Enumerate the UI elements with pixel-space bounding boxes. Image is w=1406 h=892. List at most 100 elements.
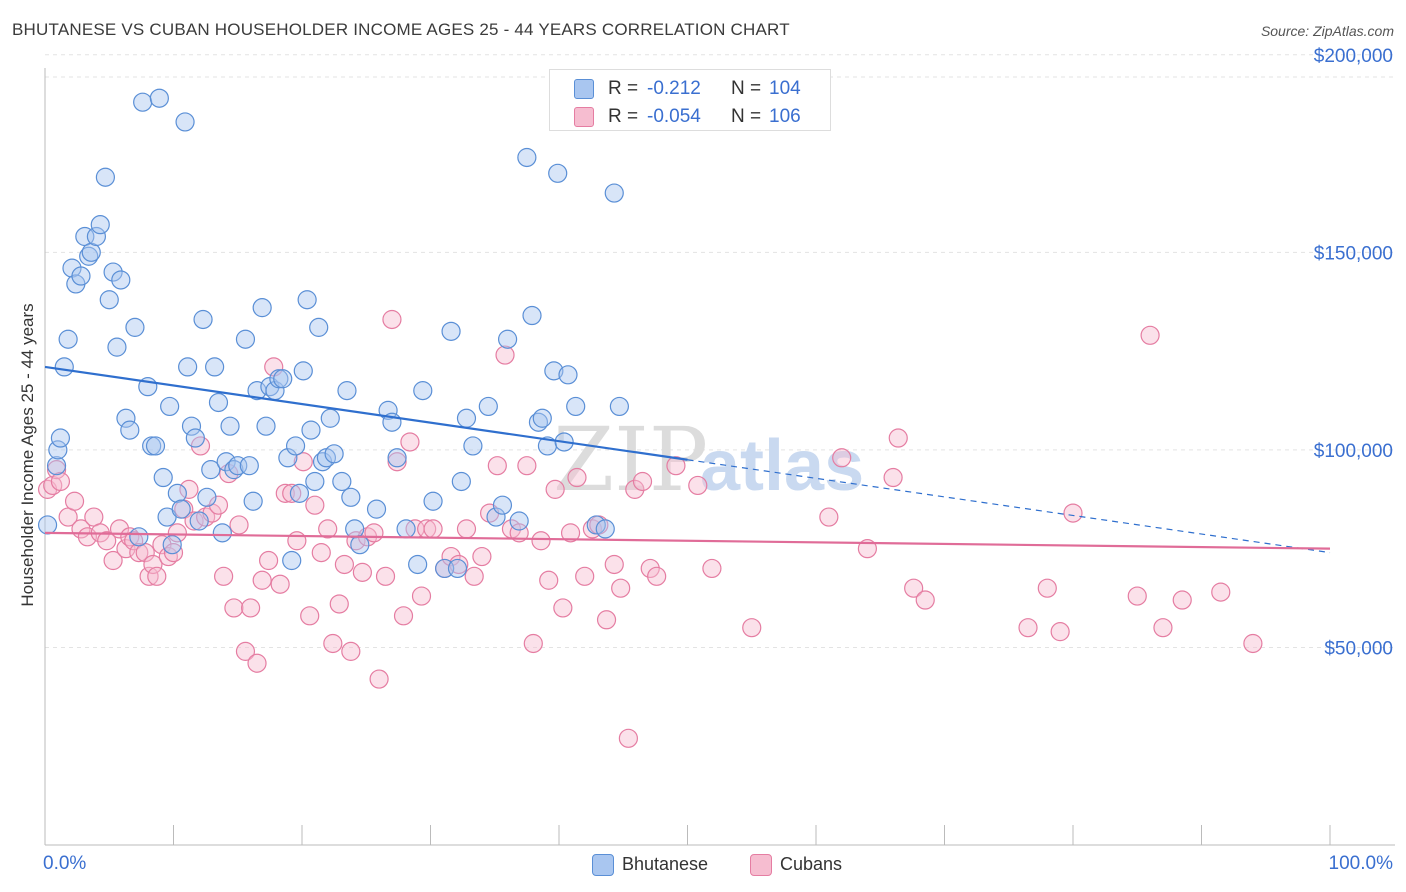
cubans-point: [596, 610, 617, 630]
cubans-point: [1063, 503, 1083, 523]
bhutanese-point: [189, 511, 209, 531]
bhutanese-point: [116, 408, 136, 428]
cubans-point: [523, 633, 543, 654]
cubans-point: [241, 598, 261, 618]
bhutanese-point: [309, 317, 329, 337]
cubans-point: [625, 479, 645, 499]
bhutanese-point: [609, 396, 629, 417]
cubans-point: [129, 543, 149, 563]
bhutanese-point: [337, 381, 357, 401]
bhutanese-point: [37, 515, 58, 535]
cubans-point: [369, 669, 389, 689]
chart-title: BHUTANESE VS CUBAN HOUSEHOLDER INCOME AG…: [12, 20, 790, 39]
cubans-point: [293, 452, 313, 472]
cubans-point: [553, 598, 573, 618]
cubans-point: [275, 483, 295, 503]
legend-row-cubans: R = -0.054 N = 106: [550, 102, 830, 130]
r-label: R =: [608, 106, 639, 127]
bhutanese-point: [99, 290, 119, 310]
bhutanese-point: [90, 215, 110, 235]
n-label: N =: [731, 78, 762, 99]
cubans-point: [97, 531, 117, 551]
bhutanese-point: [239, 456, 259, 476]
cubans-point: [1018, 618, 1038, 638]
bhutanese-point: [86, 226, 107, 247]
cubans-point: [184, 511, 204, 531]
cubans-point: [329, 594, 349, 614]
cubans-point: [116, 539, 136, 559]
axis-layer: [44, 68, 1395, 846]
bhutanese-point: [486, 507, 506, 527]
cubans-point: [1211, 582, 1231, 602]
cubans-point: [247, 653, 267, 673]
cubans-swatch: [574, 107, 594, 127]
cubans-point: [632, 471, 653, 492]
cubans-point: [167, 523, 187, 543]
bhutanese-point: [162, 535, 182, 555]
x-tick-label-min: 0.0%: [43, 853, 86, 874]
cubans-point: [252, 570, 272, 590]
bhutanese-point: [205, 357, 225, 377]
bhutanese-point: [324, 444, 344, 464]
cubans-point: [832, 448, 852, 468]
cubans-point: [341, 641, 361, 661]
cubans-point: [400, 432, 420, 452]
cubans-point: [539, 570, 559, 590]
cubans-point: [560, 523, 581, 543]
bhutanese-point: [332, 471, 352, 492]
n-label: N =: [731, 106, 762, 127]
bhutanese-point: [149, 88, 169, 108]
cubans-point: [441, 546, 461, 567]
bhutanese-point: [350, 535, 370, 555]
bhutanese-point: [387, 448, 407, 468]
bhutanese-point: [297, 290, 317, 310]
bhutanese-point: [103, 262, 123, 282]
bhutanese-point: [413, 381, 433, 401]
cubans-point: [423, 519, 443, 539]
cubans-point: [1140, 325, 1160, 345]
bhutanese-point: [50, 428, 71, 448]
bhutanese-point: [492, 495, 513, 515]
cubans-point: [152, 535, 172, 555]
bhutanese-point: [509, 511, 529, 531]
y-tick-label: $100,000: [1314, 441, 1393, 462]
bhutanese-point: [456, 408, 477, 428]
bhutanese-point: [282, 550, 302, 571]
cubans-point: [270, 574, 290, 594]
cubans-point: [305, 495, 325, 515]
bhutanese-point: [544, 361, 564, 381]
cubans-point: [666, 456, 686, 476]
bhutanese-point: [522, 305, 542, 326]
cubans-point: [472, 546, 492, 567]
cubans-point: [1172, 590, 1192, 610]
bhutanese-point: [532, 408, 552, 428]
bhutanese-point: [167, 483, 187, 503]
bhutanese-point: [285, 436, 306, 456]
cubans-point: [1127, 586, 1147, 606]
cubans-point: [604, 554, 624, 575]
bhutanese-point: [228, 456, 248, 476]
cubans-point: [1037, 578, 1057, 598]
cubans-point: [143, 554, 163, 575]
cubans-point: [208, 495, 229, 515]
cubans-point: [640, 558, 660, 579]
bhutanese-point: [71, 266, 91, 286]
bhutanese-swatch: [574, 79, 594, 99]
cubans-point: [147, 566, 167, 586]
bhutanese-point: [341, 487, 361, 507]
cubans-legend-swatch: [750, 854, 772, 876]
bhutanese-point: [517, 147, 537, 168]
cubans-point: [545, 479, 565, 499]
bhutanese-point: [216, 452, 236, 472]
cubans-point: [464, 566, 484, 586]
cubans-point: [375, 566, 396, 586]
cubans-point: [334, 554, 355, 575]
cubans-point: [364, 523, 384, 543]
bhutanese-trend-extension: [687, 459, 1331, 554]
cubans-point: [411, 586, 432, 606]
cubans-legend-label: Cubans: [780, 854, 843, 874]
bhutanese-point: [463, 436, 483, 456]
trend-lines: [44, 365, 1331, 554]
bhutanese-point: [451, 471, 471, 492]
